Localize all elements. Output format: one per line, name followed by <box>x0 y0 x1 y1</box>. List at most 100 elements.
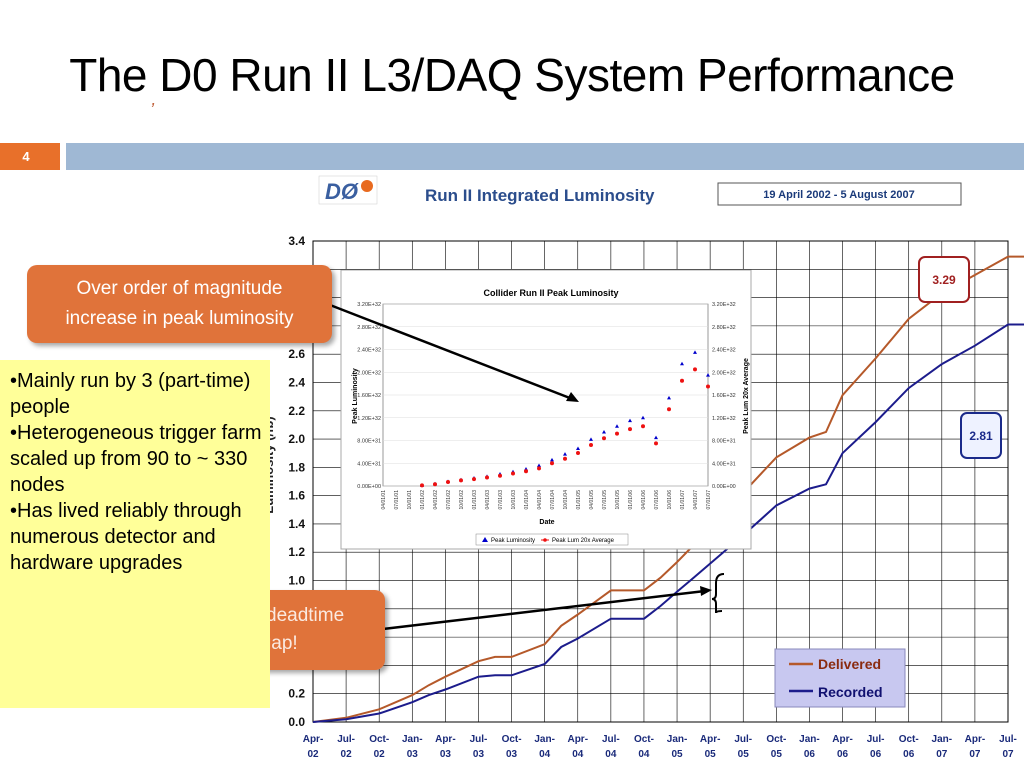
inset-point-average <box>589 443 593 448</box>
inset-axes: 0.00E+00 0.00E+00 4.00E+31 4.00E+31 8.00E+31… <box>357 302 735 509</box>
inset-point-average <box>485 475 489 480</box>
inset-y-tick-label-right: 1.60E+32 <box>712 393 736 399</box>
inset-peak-luminosity-chart: Collider Run II Peak Luminosity Peak Lum… <box>340 269 752 550</box>
inset-x-tick-label: 07/01/04 <box>550 490 556 510</box>
y-tick-label: 3.4 <box>288 234 305 248</box>
inset-x-tick-label: 07/01/06 <box>654 490 660 510</box>
inset-point-peak <box>537 463 541 468</box>
inset-title: Collider Run II Peak Luminosity <box>483 288 618 298</box>
x-tick-label: 02 <box>341 749 353 760</box>
inset-y-tick-label-right: 8.00E+31 <box>712 439 736 445</box>
inset-x-tick-label: 10/01/04 <box>563 490 569 510</box>
inset-x-tick-label: 04/01/07 <box>693 490 699 510</box>
legend-recorded: Recorded <box>818 684 883 700</box>
slide-title: The D0 Run II L3/DAQ System Performance <box>69 49 955 101</box>
x-tick-label: Jan- <box>932 734 953 745</box>
inset-point-peak <box>602 429 606 434</box>
recorded-value-box: 2.81 <box>960 412 1002 459</box>
inset-x-tick-label: 04/01/05 <box>589 490 595 510</box>
date-range-text: 19 April 2002 - 5 August 2007 <box>763 189 914 201</box>
x-tick-label: 05 <box>738 749 750 760</box>
x-tick-label: Jul- <box>602 734 620 745</box>
inset-point-average <box>628 427 632 432</box>
inset-x-tick-label: 04/01/01 <box>381 490 387 510</box>
inset-x-tick-label: 07/01/02 <box>446 490 452 510</box>
title-decoration-mark: ’ <box>150 100 154 120</box>
series-line-delivered <box>312 255 1024 723</box>
inset-point-peak <box>693 350 697 354</box>
inset-point-peak <box>680 361 684 366</box>
inset-x-tick-label: 04/01/02 <box>433 490 439 510</box>
inset-point-average <box>524 469 528 474</box>
inset-x-tick-label: 07/01/05 <box>602 490 608 510</box>
inset-x-tick-label: 01/01/05 <box>576 490 582 510</box>
x-tick-label: 04 <box>572 749 584 760</box>
inset-point-peak <box>654 435 658 440</box>
inset-point-average <box>420 483 424 488</box>
inset-x-tick-label: 01/01/03 <box>472 490 478 510</box>
inset-y-tick-label-right: 1.20E+32 <box>712 416 736 422</box>
x-tick-label: 06 <box>804 749 816 760</box>
x-tick-label: Apr- <box>303 734 324 745</box>
inset-legend: Peak Luminosity Peak Lum 20x Average <box>475 533 629 546</box>
chart-series <box>312 255 1024 723</box>
x-tick-label: 06 <box>870 749 882 760</box>
x-tick-label: Jul- <box>867 734 885 745</box>
chart-legend: Delivered Recorded <box>774 648 906 708</box>
arrow-to-inset <box>329 303 576 402</box>
x-tick-label: Oct- <box>502 734 522 745</box>
x-tick-label: Jul- <box>734 734 752 745</box>
inset-point-peak <box>576 446 580 450</box>
inset-y-tick-label: 0.00E+00 <box>357 484 381 490</box>
x-tick-label: 05 <box>671 749 683 760</box>
inset-y-tick-label-right: 0.00E+00 <box>712 484 736 490</box>
x-tick-label: 06 <box>903 749 915 760</box>
callout-top-line2: increase in peak luminosity <box>65 308 294 329</box>
x-tick-label: Oct- <box>369 734 389 745</box>
inset-x-tick-label: 01/01/04 <box>524 490 530 510</box>
inset-y-tick-label-right: 2.40E+32 <box>712 348 736 354</box>
inset-y-tick-label: 2.80E+32 <box>357 325 381 331</box>
y-tick-label: 0.2 <box>288 687 305 701</box>
inset-point-peak <box>615 424 619 428</box>
inset-point-average <box>550 461 554 466</box>
inset-x-tick-label: 04/01/03 <box>485 490 491 510</box>
inset-point-peak <box>628 418 632 423</box>
inset-legend-marker-red <box>543 538 547 542</box>
main-chart-title: Run II Integrated Luminosity <box>425 186 655 205</box>
y-tick-label: 1.0 <box>288 574 305 588</box>
inset-y-tick-label: 1.60E+32 <box>357 393 381 399</box>
inset-legend-average: Peak Lum 20x Average <box>552 538 615 544</box>
gap-bracket <box>711 573 725 614</box>
inset-point-average <box>706 384 710 389</box>
logo-star-icon <box>361 180 373 192</box>
x-tick-label: Jan- <box>799 734 820 745</box>
inset-point-average <box>563 456 567 461</box>
arrow-to-gap <box>382 589 706 631</box>
inset-x-tick-label: 10/01/03 <box>511 490 517 510</box>
bullet-item-1: •Mainly run by 3 (part-time) people <box>10 370 251 418</box>
page-number: 4 <box>22 149 30 164</box>
series-line-recorded <box>312 323 1024 723</box>
inset-x-tick-label: 07/01/07 <box>706 490 712 510</box>
x-tick-labels: Apr- 02 Jul- 02 Oct- 02 Jan- 03 Apr- 03 Jul- 03 Oct-… <box>303 734 1017 760</box>
callout-top-line1: Over order of magnitude <box>76 278 283 299</box>
y-tick-label: 1.6 <box>288 489 305 503</box>
inset-y-tick-label-right: 4.00E+31 <box>712 461 736 467</box>
x-tick-label: 07 <box>936 749 948 760</box>
date-range-box <box>717 182 962 206</box>
inset-y-tick-label: 4.00E+31 <box>357 461 381 467</box>
x-tick-label: 04 <box>638 749 650 760</box>
inset-x-tick-label: 01/01/02 <box>420 490 426 510</box>
x-tick-label: 07 <box>1002 749 1014 760</box>
x-tick-label: Jul- <box>470 734 488 745</box>
x-tick-label: 03 <box>473 749 485 760</box>
y-tick-label: 2.4 <box>288 375 305 389</box>
page-number-badge: 4 <box>0 143 60 170</box>
inset-x-tick-label: 10/01/01 <box>407 490 413 510</box>
inset-x-tick-label: 04/01/06 <box>641 490 647 510</box>
inset-y-tick-label: 3.20E+32 <box>357 302 381 308</box>
inset-point-peak <box>667 395 671 400</box>
inset-x-tick-label: 07/01/03 <box>498 490 504 510</box>
inset-point-peak <box>589 437 593 441</box>
